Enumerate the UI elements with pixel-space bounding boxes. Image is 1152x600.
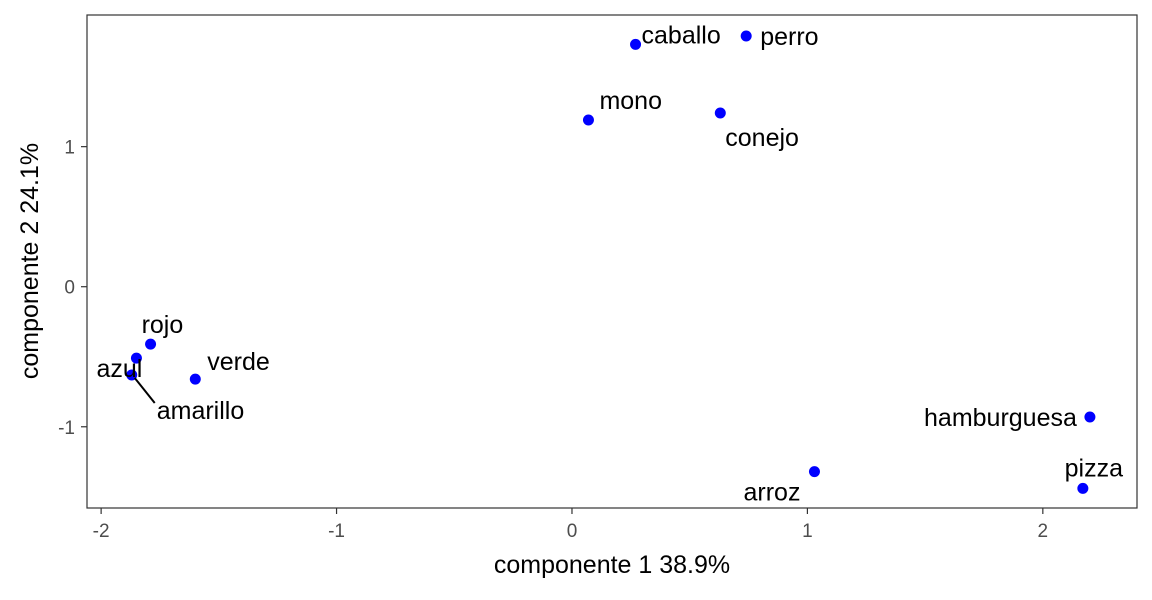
labels-layer: caballo perromonoconejorojoverdeazulamari… [96, 21, 1123, 506]
y-tick-label: 0 [64, 278, 75, 299]
y-tick-label: 1 [64, 138, 75, 159]
plot-panel-border [86, 14, 1138, 509]
x-tick-label: -1 [328, 521, 345, 542]
x-tick-label: 0 [567, 521, 578, 542]
data-point-azul [130, 352, 142, 364]
data-point-mono [582, 114, 594, 126]
x-tick-label: 1 [802, 521, 813, 542]
point-label-amarillo: amarillo [157, 397, 245, 425]
x-axis-title: componente 1 38.9% [494, 551, 730, 579]
point-label-arroz: arroz [743, 479, 800, 507]
data-point-conejo [714, 107, 726, 119]
data-point-arroz [808, 466, 820, 478]
data-point-amarillo [126, 369, 138, 381]
point-label-pizza: pizza [1065, 454, 1123, 482]
data-point-perro [740, 30, 752, 42]
x-tick-label: 2 [1038, 521, 1049, 542]
point-label-hamburguesa: hamburguesa [924, 404, 1077, 432]
data-point-hamburguesa [1084, 411, 1096, 423]
point-label-rojo: rojo [142, 311, 184, 339]
data-point-pizza [1077, 482, 1089, 494]
data-point-rojo [145, 338, 157, 350]
ticks-layer: -2 -1 0 1 2 -1 0 1 [58, 138, 1048, 542]
point-label-mono: mono [599, 87, 662, 115]
point-label-verde: verde [207, 348, 270, 376]
x-tick-label: -2 [93, 521, 110, 542]
points-layer [126, 30, 1096, 494]
label-leader-line [133, 377, 156, 404]
y-tick-label: -1 [58, 418, 75, 439]
data-point-caballo [630, 38, 642, 50]
point-label-perro: perro [760, 23, 818, 51]
point-label-caballo: caballo [642, 21, 721, 49]
y-axis-title: componente 2 24.1% [16, 143, 44, 379]
point-label-conejo: conejo [725, 124, 799, 152]
data-point-verde [189, 373, 201, 385]
